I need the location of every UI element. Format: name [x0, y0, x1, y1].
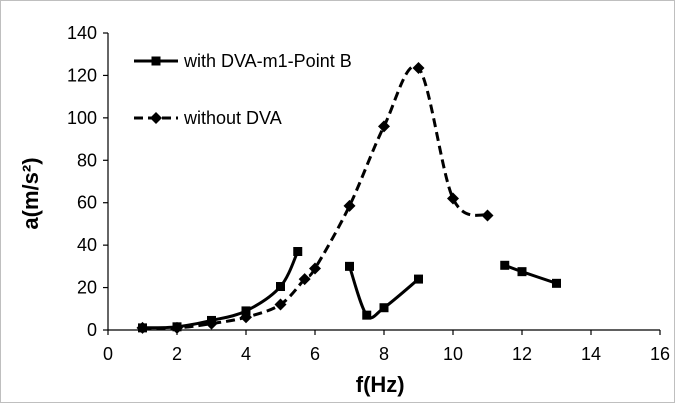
- x-tick-label: 0: [103, 344, 113, 364]
- y-tick-label: 20: [77, 278, 97, 298]
- x-tick-label: 2: [172, 344, 182, 364]
- data-point-with-dva: [293, 247, 303, 257]
- series-lines: [136, 62, 561, 334]
- x-tick-label: 16: [650, 344, 670, 364]
- x-tick-label: 14: [581, 344, 601, 364]
- data-point-with-dva: [552, 278, 561, 288]
- data-point-with-dva: [362, 310, 372, 320]
- y-tick-labels: 0 20 40 60 80 100 120 140: [67, 23, 97, 340]
- data-point-with-dva: [379, 303, 389, 313]
- data-point-without-dva: [298, 273, 311, 286]
- y-tick-label: 100: [67, 108, 97, 128]
- data-point-with-dva: [172, 322, 182, 332]
- y-tick-label: 120: [67, 65, 97, 85]
- data-point-without-dva: [343, 199, 356, 212]
- data-point-with-dva: [138, 323, 147, 333]
- y-tick-label: 140: [67, 23, 97, 43]
- x-tick-labels: 0 2 4 6 8 10 12 14 16: [103, 344, 670, 364]
- x-axis-title: f(Hz): [356, 372, 405, 397]
- y-tick-label: 80: [77, 150, 97, 170]
- data-point-with-dva: [345, 261, 354, 271]
- legend: with DVA-m1-Point B without DVA: [134, 51, 352, 128]
- data-point-without-dva: [481, 209, 494, 222]
- x-tick-label: 8: [379, 344, 389, 364]
- series-line-without-dva: [142, 64, 489, 330]
- data-point-with-dva: [207, 315, 216, 325]
- x-tick-label: 12: [512, 344, 532, 364]
- x-tick-label: 4: [241, 344, 251, 364]
- data-point-without-dva: [447, 192, 459, 205]
- y-tick-label: 0: [87, 320, 97, 340]
- data-point-without-dva: [309, 262, 321, 275]
- series-line-with-dva: [348, 265, 420, 320]
- data-point-with-dva: [276, 282, 285, 292]
- data-point-without-dva: [378, 120, 390, 133]
- series-line-with-dva: [142, 250, 300, 330]
- data-point-without-dva: [412, 62, 425, 75]
- y-tick-label: 60: [77, 193, 97, 213]
- legend-marker-with-dva: [151, 56, 161, 66]
- legend-marker-without-dva: [150, 112, 162, 124]
- legend-label-without-dva: without DVA: [183, 108, 282, 128]
- data-point-with-dva: [241, 306, 251, 316]
- y-tick-label: 40: [77, 235, 97, 255]
- legend-label-with-dva: with DVA-m1-Point B: [183, 51, 352, 71]
- data-point-with-dva: [500, 260, 510, 270]
- x-tick-label: 6: [310, 344, 320, 364]
- data-point-with-dva: [414, 274, 423, 284]
- axes: [103, 32, 661, 335]
- y-axis-title: a(m/s²): [18, 157, 43, 229]
- x-tick-label: 10: [443, 344, 463, 364]
- data-point-with-dva: [517, 267, 527, 277]
- series-line-with-dva: [504, 263, 557, 285]
- data-point-without-dva: [274, 298, 287, 311]
